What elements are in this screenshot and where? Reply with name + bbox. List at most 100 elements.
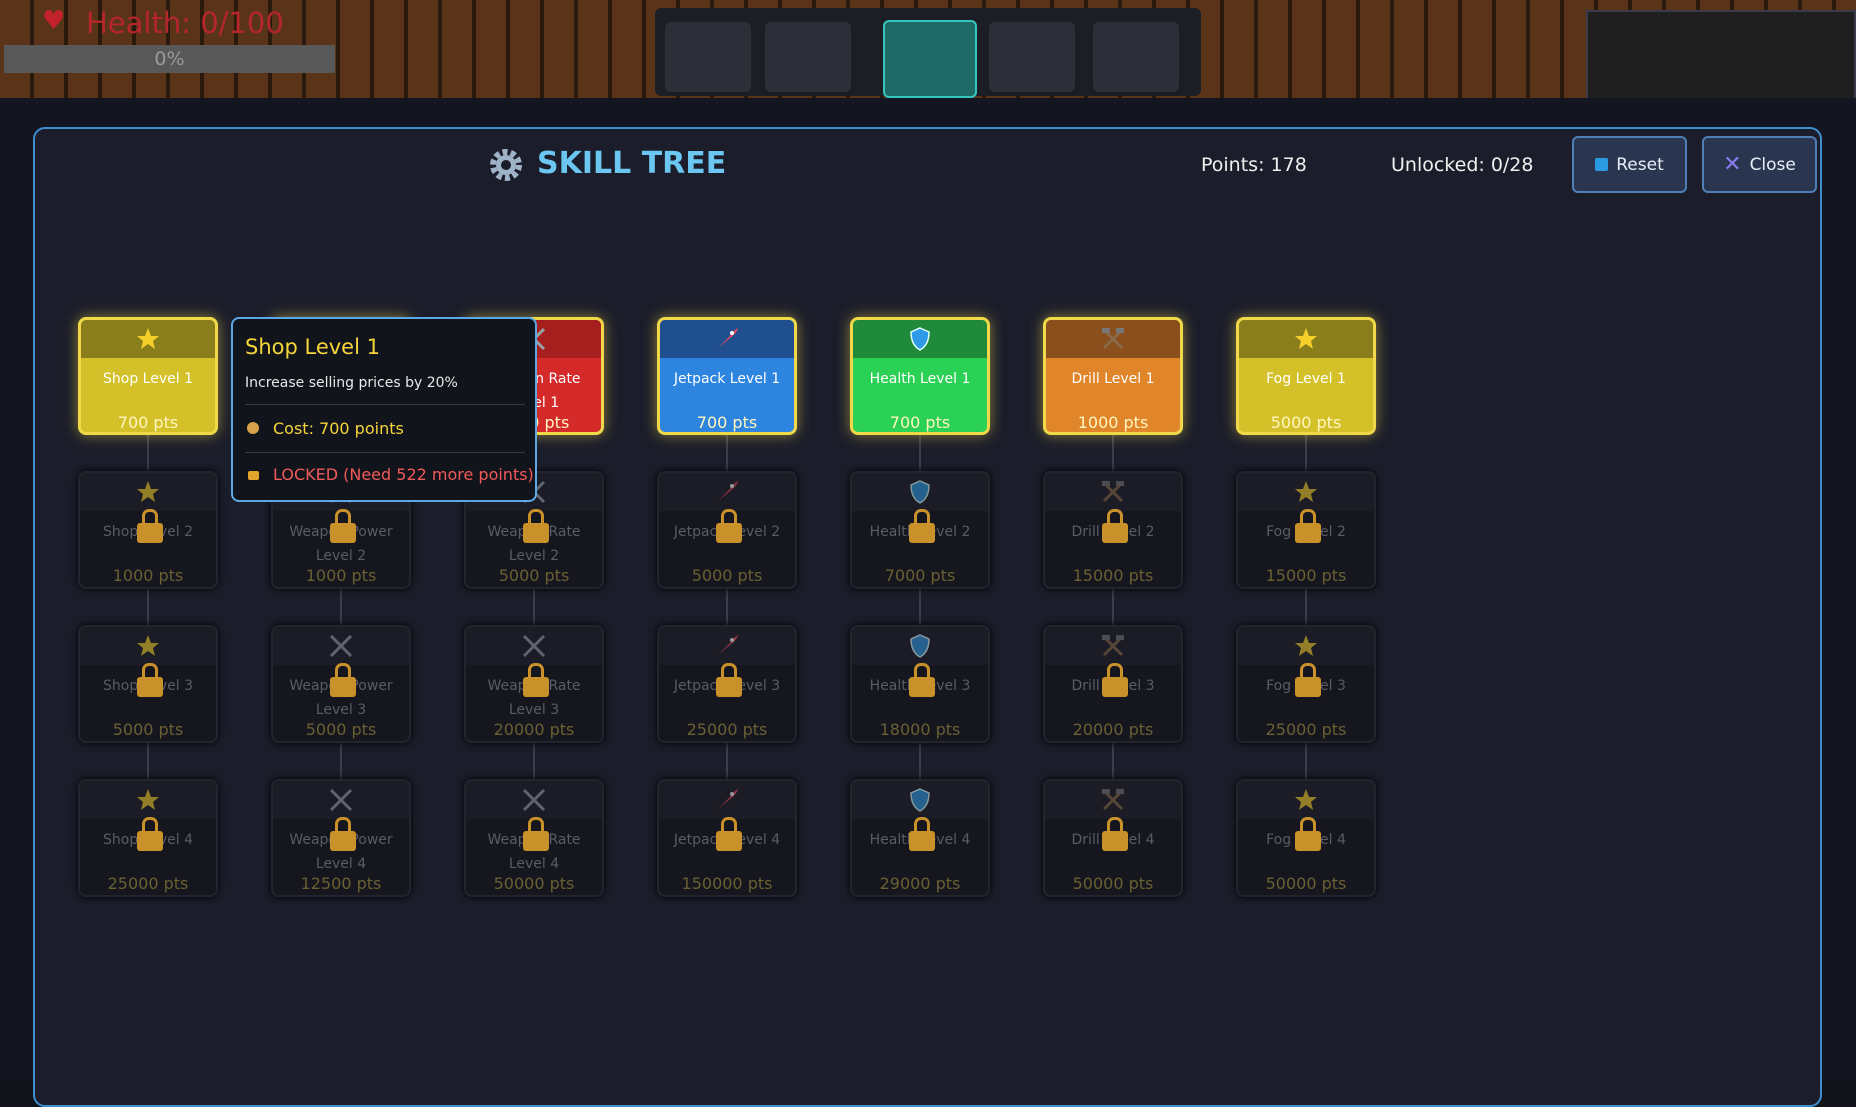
skill-icon [137, 328, 159, 349]
toolbar-slot[interactable] [665, 22, 751, 92]
skill-node[interactable]: Drill Level 1 1000 pts [1043, 317, 1183, 435]
lock-icon [523, 523, 549, 543]
connector [1112, 589, 1114, 625]
skill-node[interactable]: Health Level 2 7000 pts [850, 471, 990, 589]
skill-icon [718, 328, 738, 348]
toolbar-slot[interactable] [765, 22, 851, 92]
lock-shackle [528, 817, 544, 832]
skill-node[interactable]: Health Level 3 18000 pts [850, 625, 990, 743]
lock-icon [523, 831, 549, 851]
skill-node[interactable]: Weapon Power Level 4 12500 pts [271, 779, 411, 897]
lock-icon [137, 523, 163, 543]
heart-icon: ♥ [42, 6, 66, 36]
connector [533, 589, 535, 625]
node-cost: 5000 pts [305, 720, 377, 739]
lock-icon [248, 471, 259, 480]
skill-node[interactable]: Fog Level 1 5000 pts [1236, 317, 1376, 435]
skill-node[interactable]: Jetpack Level 1 700 pts [657, 317, 797, 435]
connector [147, 435, 149, 471]
skill-icon [1295, 789, 1317, 810]
lock-shackle [528, 663, 544, 678]
skill-node[interactable]: Health Level 4 29000 pts [850, 779, 990, 897]
connector [919, 589, 921, 625]
tooltip-description: Increase selling prices by 20% [245, 375, 458, 391]
skill-node[interactable]: Shop Level 1 700 pts [78, 317, 218, 435]
skill-node[interactable]: Weapon Power Level 3 5000 pts [271, 625, 411, 743]
node-cost: 18000 pts [879, 720, 961, 739]
connector [919, 743, 921, 779]
skill-icon [910, 634, 930, 658]
reset-button[interactable]: Reset [1572, 136, 1687, 193]
node-cost: 5000 pts [112, 720, 184, 739]
node-cost: 29000 pts [879, 874, 961, 893]
health-text: Health: 0/100 [86, 6, 284, 40]
skill-icon [1295, 635, 1317, 656]
lock-shackle [1300, 663, 1316, 678]
node-cost: 7000 pts [884, 566, 956, 585]
node-cost: 15000 pts [1072, 566, 1154, 585]
node-cost: 50000 pts [1265, 874, 1347, 893]
toolbar-slot[interactable] [989, 22, 1075, 92]
skill-icon [329, 634, 353, 658]
node-cost: 1000 pts [305, 566, 377, 585]
node-name: Health Level 1 [869, 371, 971, 387]
node-cost: 5000 pts [1270, 413, 1342, 432]
lock-icon [716, 523, 742, 543]
lock-icon [1102, 831, 1128, 851]
node-cost: 25000 pts [107, 874, 189, 893]
toolbar [655, 8, 1201, 98]
node-cost: 15000 pts [1265, 566, 1347, 585]
connector [919, 435, 921, 471]
lock-shackle [721, 663, 737, 678]
skill-icon [137, 481, 159, 502]
tooltip-cost: Cost: 700 points [273, 419, 404, 438]
lock-icon [909, 677, 935, 697]
close-button[interactable]: ✕ Close [1702, 136, 1817, 193]
node-cost: 150000 pts [681, 874, 773, 893]
lock-icon [523, 677, 549, 697]
node-cost: 25000 pts [686, 720, 768, 739]
node-name: Drill Level 1 [1071, 371, 1155, 387]
reset-icon [1595, 158, 1609, 171]
gear-icon [490, 149, 522, 181]
node-name: Shop Level 1 [103, 371, 193, 387]
lock-shackle [1300, 817, 1316, 832]
node-cost: 700 pts [117, 413, 179, 432]
toolbar-slot[interactable] [1093, 22, 1179, 92]
lock-shackle [335, 509, 351, 524]
toolbar-slot-selected[interactable] [883, 20, 977, 98]
skill-node[interactable]: Jetpack Level 3 25000 pts [657, 625, 797, 743]
skill-icon [1102, 328, 1124, 350]
lock-shackle [914, 817, 930, 832]
lock-icon [1295, 677, 1321, 697]
skill-node[interactable]: Jetpack Level 4 150000 pts [657, 779, 797, 897]
connector [340, 589, 342, 625]
node-cost: 50000 pts [1072, 874, 1154, 893]
connector [1305, 743, 1307, 779]
divider [245, 404, 525, 405]
lock-shackle [142, 509, 158, 524]
lock-shackle [1107, 817, 1123, 832]
skill-node[interactable]: Weapon Rate Level 3 20000 pts [464, 625, 604, 743]
skill-node[interactable]: Jetpack Level 2 5000 pts [657, 471, 797, 589]
skill-node[interactable]: Health Level 1 700 pts [850, 317, 990, 435]
node-cost: 12500 pts [300, 874, 382, 893]
skill-icon [137, 635, 159, 656]
node-cost: 20000 pts [1072, 720, 1154, 739]
tooltip-title: Shop Level 1 [245, 335, 380, 359]
skill-node[interactable]: Weapon Rate Level 4 50000 pts [464, 779, 604, 897]
skill-icon [522, 634, 546, 658]
tooltip-status: LOCKED (Need 522 more points) [273, 465, 534, 484]
lock-shackle [528, 509, 544, 524]
connector [1112, 435, 1114, 471]
